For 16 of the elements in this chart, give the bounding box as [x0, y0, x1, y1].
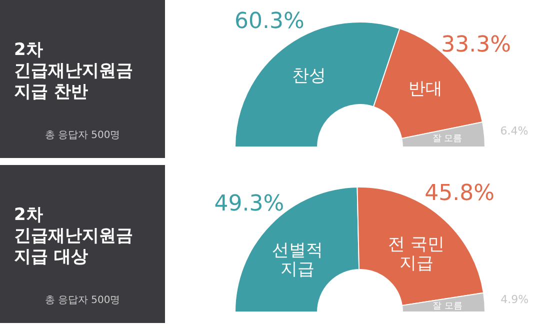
- data-label: 6.4%: [500, 124, 528, 138]
- text: 총 응답자 500명: [44, 129, 122, 142]
- slice-label: 반대: [408, 78, 443, 99]
- data-label: 4.9%: [500, 293, 529, 306]
- text: 총 응답자 500명: [44, 294, 122, 307]
- data-label: 49.3%: [214, 192, 284, 217]
- slice-label: 전 국민 지급: [388, 234, 445, 274]
- data-label: 45.8%: [424, 181, 494, 206]
- text: 2차 긴급재난지원금 지급 찬반: [14, 40, 133, 103]
- slice-label: 찬성: [292, 66, 326, 86]
- slice-label: 잘 모름: [432, 301, 462, 312]
- data-label: 33.3%: [441, 32, 512, 58]
- text: 2차 긴급재난지원금 지급 대상: [14, 205, 133, 268]
- slice-label: 잘 모름: [432, 134, 462, 144]
- slice-label: 선별적 지급: [272, 240, 323, 280]
- data-label: 60.3%: [234, 9, 304, 34]
